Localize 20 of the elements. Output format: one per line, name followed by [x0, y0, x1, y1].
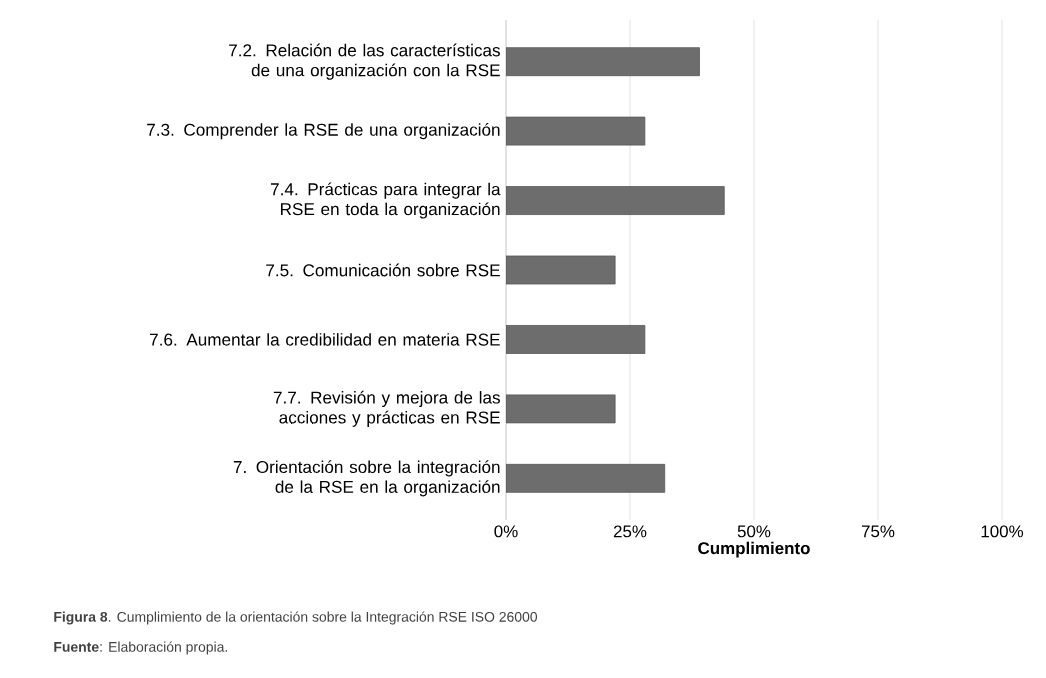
bar	[506, 47, 700, 77]
y-tick-label: 7.6. Aumentar la credibilidad en materia RSE	[150, 333, 500, 346]
y-tick-label: 7.4. Prácticas para integrar la RSE en toda la organización	[271, 182, 501, 219]
x-tick-label: 100%	[981, 525, 1024, 538]
y-tick-label: 7.7. Revisión y mejora de las acciones y prácticas en RSE	[273, 390, 500, 427]
y-tick-label: 7.2. Relación de las características de una organización con la RSE	[229, 43, 500, 80]
bar	[506, 116, 646, 146]
x-axis-title: Cumplimiento	[698, 541, 810, 558]
x-tick-label: 0%	[494, 525, 518, 538]
y-tick-label: 7.5. Comunicación sobre RSE	[266, 263, 500, 277]
x-tick-label: 25%	[613, 525, 647, 538]
y-tick-label: 7. Orientación sobre la integración de la RSE en la organización	[233, 460, 500, 497]
bar	[506, 325, 646, 354]
y-tick-label: 7.3. Comprender la RSE de una organización	[147, 123, 500, 140]
x-tick-label: 50%	[737, 525, 771, 538]
bar	[506, 463, 666, 493]
bar	[506, 186, 725, 215]
x-tick-label: 75%	[861, 525, 895, 538]
bar	[506, 394, 616, 424]
bar	[506, 255, 616, 285]
